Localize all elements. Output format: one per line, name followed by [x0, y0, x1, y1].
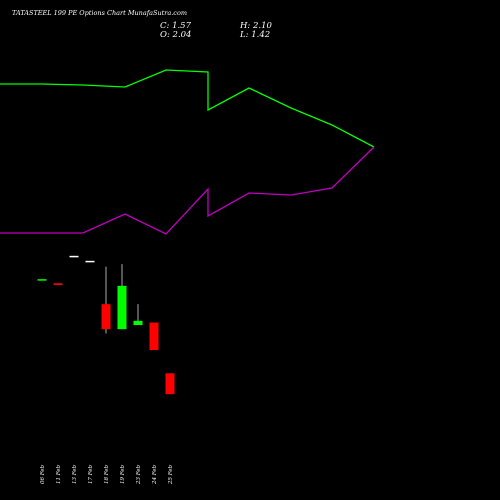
chart-title: TATASTEEL 199 PE Options Chart MunafaSut… [12, 9, 188, 17]
candle-body [149, 322, 159, 350]
candle-body [117, 285, 127, 330]
x-tick-label: 19 Feb [120, 464, 126, 484]
x-tick-label: 24 Feb [152, 464, 158, 485]
candle-body [101, 304, 111, 330]
x-tick-label: 25 Feb [168, 464, 174, 485]
x-tick-label: 23 Feb [136, 464, 142, 485]
candle-body [53, 283, 63, 285]
candle-body [37, 279, 47, 281]
candle-body [69, 255, 79, 258]
candle-body [85, 260, 95, 263]
x-tick-label: 18 Feb [104, 464, 110, 484]
x-tick-label: 17 Feb [88, 464, 94, 484]
upper-band-line [0, 69, 375, 148]
close-value: C: 1.57 [160, 21, 191, 31]
high-value: H: 2.10 [240, 21, 272, 31]
candle-body [133, 320, 143, 325]
x-tick-label: 06 Feb [40, 464, 46, 484]
x-tick-label: 13 Feb [72, 464, 78, 484]
low-value: L: 1.42 [240, 30, 271, 40]
candle-body [165, 373, 175, 395]
x-tick-label: 11 Feb [56, 464, 62, 484]
open-value: O: 2.04 [160, 30, 192, 40]
lower-band-line [0, 146, 375, 235]
